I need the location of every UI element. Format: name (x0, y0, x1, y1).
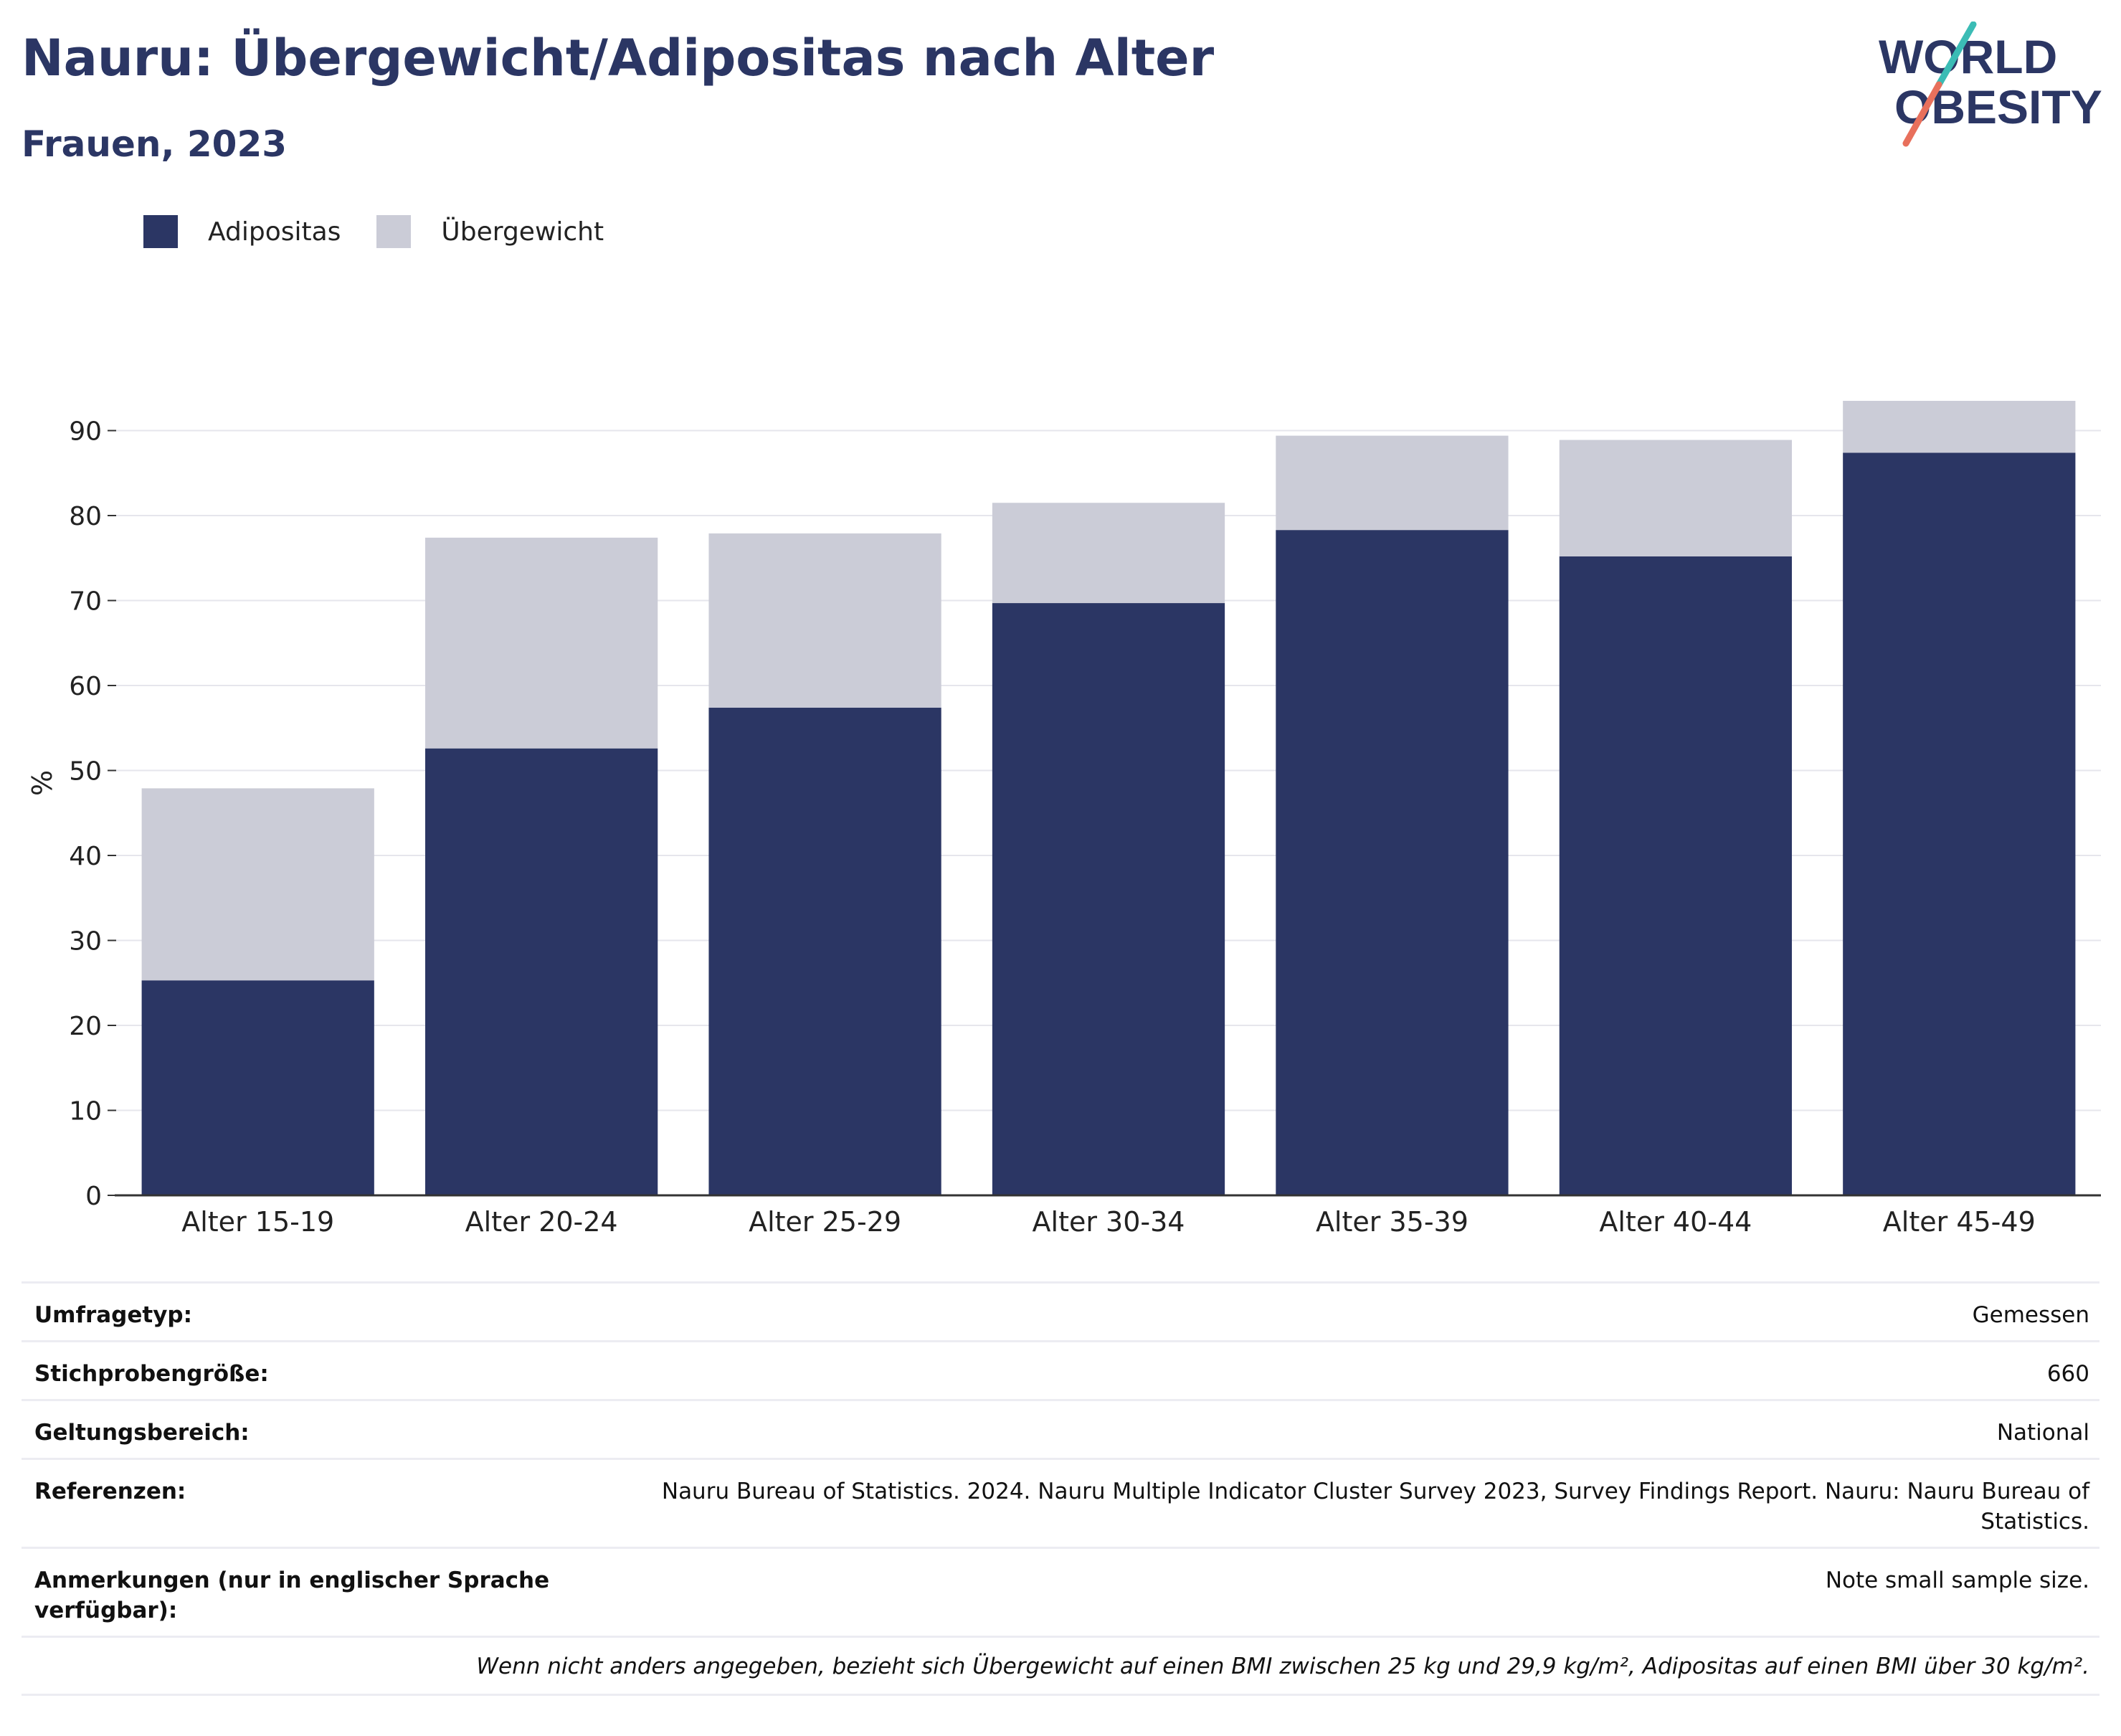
y-tick-label: 10 (69, 1097, 102, 1126)
bar-adipositas[interactable] (992, 603, 1225, 1195)
y-tick-label: 80 (69, 502, 102, 531)
bars (141, 401, 2076, 1195)
chart-legend: Adipositas Übergewicht (143, 215, 640, 248)
info-value: National (1996, 1420, 2089, 1446)
legend-swatch-adipositas (143, 215, 178, 248)
bar-adipositas[interactable] (1843, 452, 2076, 1195)
y-tick-label: 70 (69, 587, 102, 617)
info-key: Anmerkungen (nur in englischer Sprache v… (34, 1567, 550, 1623)
bar-uebergewicht[interactable] (708, 533, 941, 708)
legend-label: Adipositas (208, 217, 341, 247)
info-value: Nauru Bureau of Statistics. 2024. Nauru … (661, 1479, 2089, 1535)
info-row-coverage: Geltungsbereich: National (22, 1399, 2099, 1458)
bar-adipositas[interactable] (1276, 530, 1509, 1195)
bar-uebergewicht[interactable] (1559, 440, 1792, 556)
y-tick-label: 0 (85, 1182, 102, 1211)
y-tick-label: 60 (69, 672, 102, 701)
info-key: Geltungsbereich: (34, 1420, 250, 1446)
definition-footnote: Wenn nicht anders angegeben, bezieht sic… (22, 1636, 2099, 1696)
bar-adipositas[interactable] (141, 980, 374, 1195)
bar-uebergewicht[interactable] (425, 537, 658, 749)
y-axis-label: % (27, 770, 58, 796)
info-table: Umfragetyp: Gemessen Stichprobengröße: 6… (22, 1281, 2099, 1696)
y-axis-ticks: 0 10 20 30 40 50 60 70 80 90 (69, 417, 116, 1211)
x-tick-label: Alter 30-34 (1033, 1206, 1185, 1238)
info-value: Gemessen (1972, 1302, 2089, 1328)
x-axis-ticks: Alter 15-19 Alter 20-24 Alter 25-29 Alter 3… (181, 1206, 2036, 1238)
stacked-bar-chart: 0 10 20 30 40 50 60 70 80 90 Alter 15-19 Alter 20-… (27, 401, 2101, 1238)
y-tick-label: 30 (69, 927, 102, 957)
info-row-references: Referenzen: Nauru Bureau of Statistics. … (22, 1458, 2099, 1547)
y-tick-label: 50 (69, 757, 102, 787)
bar-uebergewicht[interactable] (1276, 435, 1509, 531)
y-tick-label: 90 (69, 417, 102, 447)
info-row-survey-type: Umfragetyp: Gemessen (22, 1281, 2099, 1340)
legend-item-uebergewicht[interactable]: Übergewicht (376, 215, 604, 248)
bar-uebergewicht[interactable] (141, 788, 374, 981)
bar-adipositas[interactable] (425, 748, 658, 1195)
info-key: Umfragetyp: (34, 1302, 192, 1328)
legend-label: Übergewicht (441, 217, 604, 247)
y-tick-label: 40 (69, 842, 102, 871)
x-tick-label: Alter 20-24 (465, 1206, 618, 1238)
x-tick-label: Alter 45-49 (1883, 1206, 2036, 1238)
legend-item-adipositas[interactable]: Adipositas (143, 215, 341, 248)
bar-adipositas[interactable] (708, 707, 941, 1195)
x-tick-label: Alter 40-44 (1599, 1206, 1752, 1238)
info-row-notes: Anmerkungen (nur in englischer Sprache v… (22, 1547, 2099, 1636)
x-tick-label: Alter 15-19 (181, 1206, 334, 1238)
chart-title: Nauru: Übergewicht/Adipositas nach Alter (22, 29, 1215, 87)
info-key: Referenzen: (34, 1479, 186, 1504)
info-row-sample-size: Stichprobengröße: 660 (22, 1340, 2099, 1399)
info-key: Stichprobengröße: (34, 1361, 269, 1387)
chart-subtitle: Frauen, 2023 (22, 123, 288, 165)
world-obesity-logo: WORLD OBESITY (1879, 22, 2102, 147)
info-value: Note small sample size. (1825, 1567, 2089, 1593)
bar-uebergewicht[interactable] (1843, 401, 2076, 453)
y-tick-label: 20 (69, 1012, 102, 1041)
x-tick-label: Alter 25-29 (749, 1206, 901, 1238)
bar-uebergewicht[interactable] (992, 503, 1225, 604)
legend-swatch-uebergewicht (376, 215, 412, 248)
info-value: 660 (2046, 1361, 2089, 1387)
x-tick-label: Alter 35-39 (1316, 1206, 1468, 1238)
bar-adipositas[interactable] (1559, 556, 1792, 1195)
